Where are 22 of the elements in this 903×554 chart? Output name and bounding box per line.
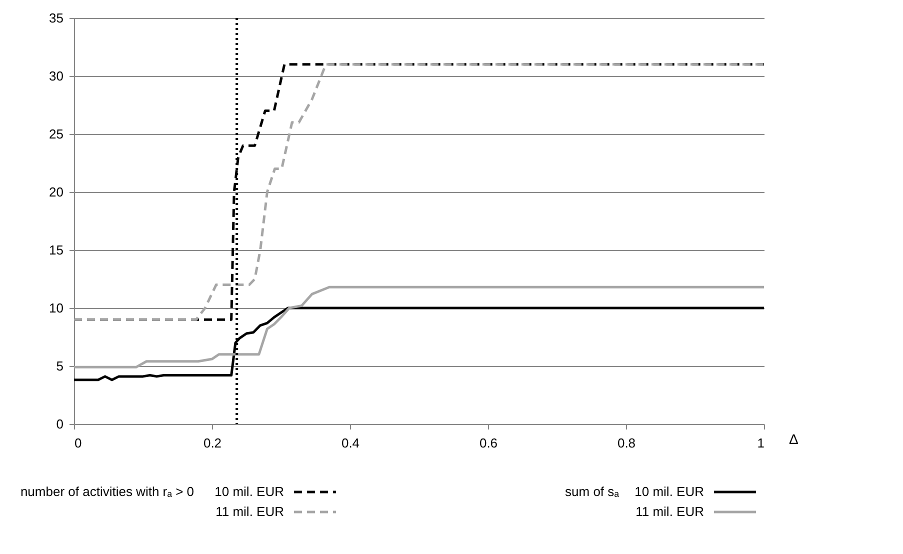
y-tick-label: 15 bbox=[49, 242, 64, 258]
x-tick-label: 0.2 bbox=[203, 436, 222, 450]
x-tick-label: 0.8 bbox=[617, 436, 636, 450]
y-tick-label: 10 bbox=[49, 300, 64, 316]
y-tick-label: 25 bbox=[49, 126, 64, 142]
y-tick-label: 5 bbox=[56, 358, 64, 374]
x-axis-title: Δ bbox=[789, 431, 798, 447]
legend-label: 10 mil. EUR bbox=[214, 484, 284, 499]
y-tick-label: 30 bbox=[49, 68, 64, 84]
legend-label: 10 mil. EUR bbox=[634, 484, 704, 499]
text: number of activities with rₐ > 0 bbox=[20, 484, 194, 499]
legend-label: 11 mil. EUR bbox=[216, 504, 284, 519]
y-tick-label: 20 bbox=[49, 184, 64, 200]
y-tick-label: 35 bbox=[49, 10, 64, 26]
x-tick-label: 0.4 bbox=[341, 436, 360, 450]
x-tick-label: 0.6 bbox=[479, 436, 498, 450]
y-tick-label: 0 bbox=[56, 416, 64, 432]
legend-label: 11 mil. EUR bbox=[636, 504, 704, 519]
text: sum of sₐ bbox=[565, 484, 620, 499]
line-series bbox=[72, 286, 766, 368]
x-tick-label: 0 bbox=[74, 436, 82, 450]
x-tick-label: 1 bbox=[757, 436, 764, 450]
